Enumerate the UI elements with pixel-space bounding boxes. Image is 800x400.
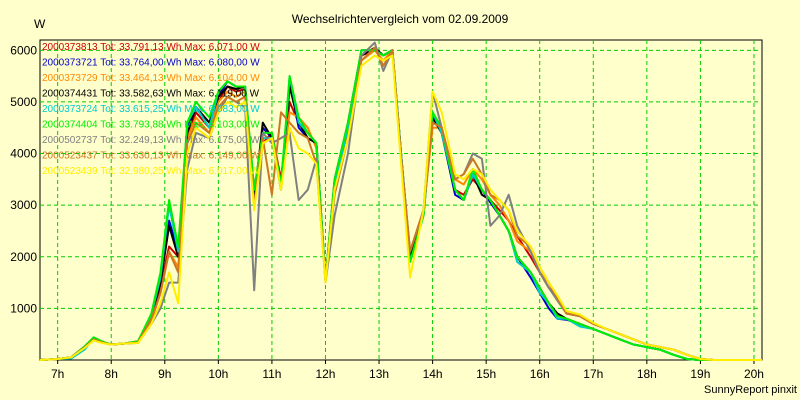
series-line-9 [39, 54, 762, 361]
chart-title: Wechselrichtervergleich vom 02.09.2009 [292, 12, 509, 26]
y-tick-label: 2000 [10, 250, 37, 264]
x-tick-label: 7h [51, 367, 64, 381]
y-tick-label: 3000 [10, 198, 37, 212]
legend-entry-8: 2000523437 Tot: 33.630,13 Wh Max: 6.149,… [42, 151, 260, 162]
legend-entry-4: 2000374431 Tot: 33.582,63 Wh Max: 6.119,… [42, 89, 260, 100]
x-tick-label: 9h [158, 367, 171, 381]
y-tick-label: 5000 [10, 95, 37, 109]
legend-entry-5: 2000373724 Tot: 33.615,25 Wh Max: 6.083,… [42, 104, 260, 115]
y-tick-label: 4000 [10, 147, 37, 161]
legend-entry-9: 2000523439 Tot: 32.980,25 Wh Max: 6.017,… [42, 166, 260, 177]
x-tick-label: 17h [583, 367, 603, 381]
x-tick-label: 16h [530, 367, 550, 381]
footer-credit: SunnyReport pinxit [704, 384, 797, 396]
series-line-6 [39, 49, 762, 361]
y-tick-label: 1000 [10, 301, 37, 315]
legend-entry-7: 2000502737 Tot: 32.249,13 Wh Max: 6.175,… [42, 135, 260, 146]
x-tick-label: 20h [744, 367, 764, 381]
legend-entry-2: 2000373721 Tot: 33.764,00 Wh Max: 6.080,… [42, 58, 260, 69]
x-tick-label: 14h [423, 367, 443, 381]
legend-entry-3: 2000373729 Tot: 33.464,13 Wh Max: 6.104,… [42, 73, 260, 84]
x-tick-label: 12h [315, 367, 335, 381]
x-tick-label: 19h [690, 367, 710, 381]
legend: 2000373813 Tot: 33.791,13 Wh Max: 6.071,… [42, 42, 260, 177]
legend-entry-1: 2000373813 Tot: 33.791,13 Wh Max: 6.071,… [42, 42, 260, 53]
legend-entry-6: 2000374404 Tot: 33.793,88 Wh Max: 6.103,… [42, 120, 260, 131]
x-tick-label: 15h [476, 367, 496, 381]
x-tick-label: 11h [262, 367, 281, 381]
series-lines [39, 41, 762, 361]
x-tick-label: 18h [637, 367, 657, 381]
y-axis-unit-label: W [34, 17, 46, 31]
x-tick-label: 8h [105, 367, 118, 381]
axes: 1000 2000 3000 4000 5000 6000 7h 8h 9h 10h 11h 12h 1… [10, 43, 764, 381]
y-tick-label: 6000 [10, 43, 37, 57]
x-tick-label: 10h [208, 367, 228, 381]
x-tick-label: 13h [369, 367, 389, 381]
